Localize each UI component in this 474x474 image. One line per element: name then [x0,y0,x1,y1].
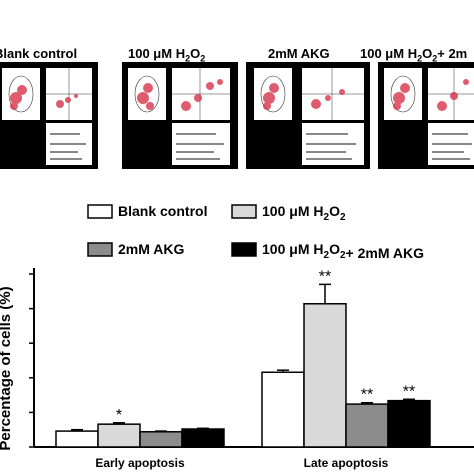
stats-table-image [172,123,230,165]
significance-mark: * [116,407,122,424]
legend-swatch [231,204,257,219]
legend-label: 100 μM H2O2+ 2mM AKG [262,241,424,261]
stats-table-image [302,123,364,165]
scatter-plot-image [428,68,474,120]
scatter-plot-image [46,68,92,120]
significance-mark: ** [361,387,373,404]
panel-label-h2o2: 100 μM H2O2 [128,46,206,64]
legend-label: 100 μM H2O2 [262,203,346,223]
scatter-plot-image [384,68,422,120]
flow-panel-blank-control [0,62,98,169]
legend-swatch [87,242,113,257]
scatter-plot-image [128,68,166,120]
x-tick-label: Late apoptosis [304,456,389,470]
bar-chart: Blank control 100 μM H2O2 2mM AKG 100 μM H2… [0,203,474,470]
stats-table-image [428,123,474,165]
chart-legend: Blank control 100 μM H2O2 2mM AKG 100 μM H2… [87,203,424,261]
panel-label-h2o2-akg: 100 μM H2O2+ 2m [360,46,468,64]
y-axis-title: Percentage of cells (%) [0,286,14,450]
bar [139,431,183,448]
significance-mark: ** [403,383,415,400]
flow-panel-akg [246,62,370,169]
bar [303,303,347,448]
plot-area: Percentage of cells (%) * Early apoptosis *… [0,268,474,470]
legend-swatch [87,204,113,219]
scatter-plot-image [254,68,292,120]
bar [97,423,141,448]
flow-panel-h2o2 [122,62,238,169]
bar [387,399,431,448]
stats-table-image [46,123,92,165]
scatter-plot-image [172,68,230,120]
panel-label-akg: 2mM AKG [268,46,330,61]
bar [345,403,389,448]
panel-label-blank-control: Blank control [0,46,78,61]
bar [55,430,99,448]
x-tick-label: Early apoptosis [95,456,185,470]
bar [181,428,225,448]
scatter-plot-image [2,68,40,120]
bar [261,371,305,448]
legend-swatch [231,242,257,257]
flow-panel-h2o2-akg [378,62,474,169]
significance-mark: ** [319,268,331,285]
legend-label: 2mM AKG [118,241,184,257]
legend-label: Blank control [118,203,207,219]
scatter-plot-image [302,68,364,120]
